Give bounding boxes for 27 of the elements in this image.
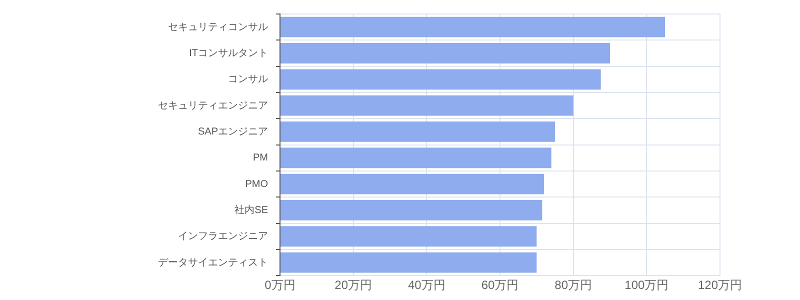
- bar: [280, 16, 665, 38]
- x-tick-label: 60万円: [481, 278, 519, 292]
- bar: [280, 226, 537, 247]
- y-tick-label: データサイエンティスト: [158, 257, 268, 268]
- bar: [280, 200, 542, 220]
- bar: [280, 95, 574, 116]
- bar: [280, 174, 544, 194]
- y-tick-label: SAPエンジニア: [198, 126, 268, 138]
- x-tick-label: 0万円: [264, 278, 296, 292]
- x-tick-label: 20万円: [334, 278, 372, 292]
- bar: [280, 69, 601, 90]
- y-tick-label: PMO: [245, 178, 268, 190]
- bar: [280, 43, 610, 64]
- x-tick-label: 100万円: [624, 278, 669, 292]
- y-tick-label: コンサル: [228, 74, 268, 86]
- bar: [280, 252, 537, 273]
- bar: [280, 148, 552, 168]
- x-tick-label: 40万円: [408, 278, 446, 292]
- x-tick-label: 120万円: [698, 278, 742, 292]
- y-tick-label: ITコンサルタント: [189, 48, 268, 59]
- y-tick-label: PM: [253, 152, 268, 164]
- y-tick-label: セキュリティエンジニア: [158, 100, 268, 112]
- x-tick-label: 80万円: [554, 278, 592, 292]
- y-tick-label: 社内SE: [234, 204, 268, 216]
- y-tick-label: インフラエンジニア: [178, 231, 268, 242]
- y-tick-label: セキュリティコンサル: [168, 22, 268, 33]
- bar: [280, 122, 555, 142]
